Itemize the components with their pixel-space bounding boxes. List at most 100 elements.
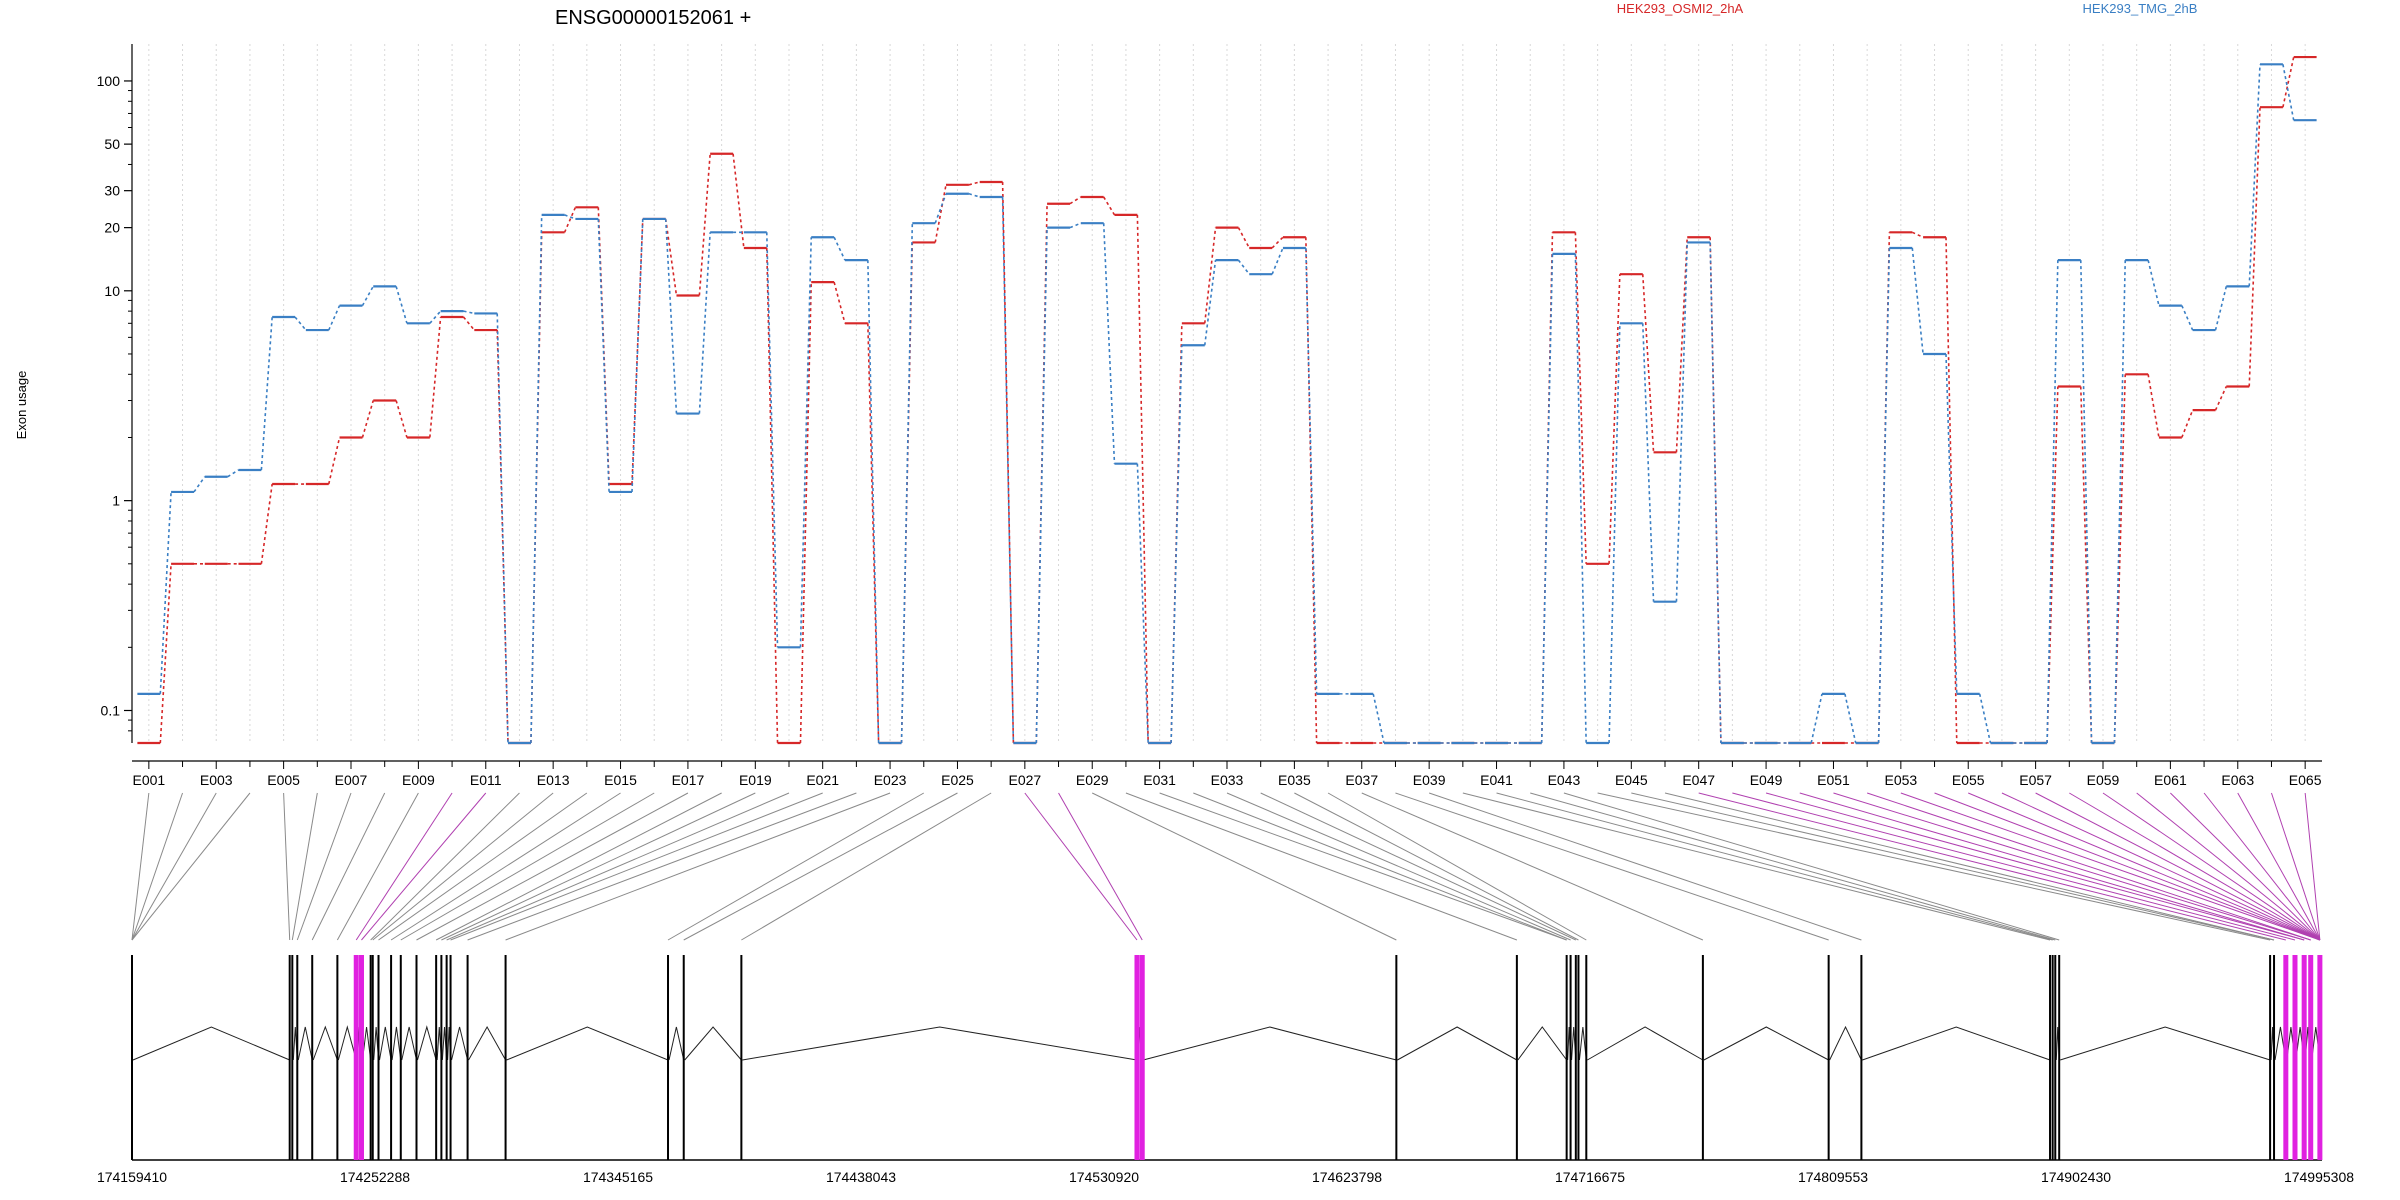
series-connector xyxy=(1237,259,1250,275)
legend-entry-2: HEK293_TMG_2hB xyxy=(2083,1,2198,16)
genome-tick-label: 174809553 xyxy=(1798,1169,1868,1185)
series-connector xyxy=(2282,56,2295,108)
series-connector xyxy=(1237,227,1250,249)
x-tick-label: E049 xyxy=(1750,772,1783,788)
exon-connector xyxy=(2035,792,2321,941)
exon-connector xyxy=(1563,792,2060,941)
exon-bar xyxy=(2054,955,2057,1160)
series-connector xyxy=(765,247,779,744)
exon-bar xyxy=(2273,955,2276,1160)
x-tick-label: E047 xyxy=(1682,772,1715,788)
series-connector xyxy=(2248,64,2261,287)
series-connector xyxy=(1911,231,1924,238)
series-connector xyxy=(2282,64,2295,121)
exon-connector xyxy=(1159,792,1567,941)
series-connector xyxy=(698,232,711,414)
series-connector xyxy=(462,316,475,331)
exon-connector xyxy=(1125,792,1518,941)
series-connector xyxy=(2046,260,2059,744)
exon-connector xyxy=(467,792,857,941)
exon-bar xyxy=(296,955,299,1160)
intron-line xyxy=(1862,1026,2051,1061)
y-axis: 0.1 1 10 20 30 50 100 xyxy=(97,44,133,743)
series-connector xyxy=(395,400,408,438)
series-connector xyxy=(799,282,813,744)
exon-connector xyxy=(1193,792,1567,941)
exon-connector xyxy=(505,792,891,941)
series-connector xyxy=(1203,260,1217,346)
exon-connector xyxy=(1597,792,2271,941)
exon-connector xyxy=(1260,792,1577,941)
series-connector xyxy=(900,242,914,744)
exon-bar xyxy=(1585,955,1588,1160)
series-connector xyxy=(328,305,341,331)
series-connector xyxy=(698,153,711,296)
exon-bar xyxy=(371,955,374,1160)
series-connector xyxy=(1136,463,1149,744)
legend: HEK293_OSMI2_2hA HEK293_TMG_2hB xyxy=(1617,1,2198,16)
exon-connector xyxy=(283,792,291,941)
x-tick-label: E035 xyxy=(1278,772,1311,788)
series-connector xyxy=(1608,323,1621,744)
exon-bar xyxy=(358,955,364,1160)
series-connector xyxy=(2181,305,2194,331)
exon-connector xyxy=(1462,792,2051,941)
exon-connector xyxy=(2136,792,2321,941)
exon-connector xyxy=(441,792,756,941)
x-tick-label: E025 xyxy=(941,772,974,788)
x-tick-label: E009 xyxy=(402,772,435,788)
series-connector xyxy=(1136,214,1149,744)
series-connector xyxy=(1372,693,1385,744)
exon-connector xyxy=(400,792,655,941)
series-connector xyxy=(1844,693,1857,744)
intron-line xyxy=(337,1025,357,1061)
series-connector xyxy=(968,181,980,186)
x-tick-label: E027 xyxy=(1008,772,1041,788)
exon-bar xyxy=(369,955,372,1160)
series-connector xyxy=(597,218,610,492)
series-connector xyxy=(833,281,846,324)
x-tick-label: E015 xyxy=(604,772,637,788)
exon-bar xyxy=(466,955,469,1160)
exon-axis: E001 E003 E005 E007 E009 E011 E013 E015 E017 E019… xyxy=(132,760,2322,788)
exon-bar xyxy=(291,955,294,1160)
exon-connector xyxy=(2170,792,2321,941)
exon-bar xyxy=(1395,955,1398,1160)
y-tick-label: 20 xyxy=(104,220,120,236)
y-tick-label: 0.1 xyxy=(101,702,121,718)
exon-bar xyxy=(2049,955,2052,1160)
exon-bar xyxy=(1569,955,1572,1160)
exon-connector xyxy=(2203,792,2321,941)
exon-connector xyxy=(1496,792,2053,941)
exon-connector xyxy=(2237,792,2321,941)
exon-bar xyxy=(1134,955,1140,1160)
series-connector xyxy=(159,491,172,694)
exon-connector xyxy=(131,792,217,941)
exon-connector xyxy=(683,792,958,941)
intron-line xyxy=(451,1026,469,1061)
x-tick-label: E055 xyxy=(1952,772,1985,788)
exon-bar xyxy=(445,955,448,1160)
series-connector xyxy=(2147,259,2160,306)
series-connector xyxy=(2214,386,2228,411)
intron-line xyxy=(742,1026,1138,1061)
series-connector xyxy=(463,310,475,315)
exon-connector xyxy=(336,792,419,941)
exon-bar xyxy=(1574,955,1577,1160)
chart-title: ENSG00000152061 + xyxy=(555,7,751,29)
exon-connector xyxy=(446,792,790,941)
legend-entry-1: HEK293_OSMI2_2hA xyxy=(1617,1,1744,16)
y-tick-label: 1 xyxy=(112,493,120,509)
x-tick-label: E023 xyxy=(874,772,907,788)
intron-line xyxy=(468,1025,507,1061)
series-connector xyxy=(2214,286,2228,331)
series-connector xyxy=(1608,274,1621,564)
exon-connector xyxy=(1058,792,1143,941)
intron-line xyxy=(379,1026,392,1061)
x-tick-label: E013 xyxy=(537,772,570,788)
exon-connector xyxy=(1968,792,2321,941)
series-connector xyxy=(564,214,576,220)
intron-line xyxy=(401,1026,417,1061)
exon-bar xyxy=(399,955,402,1160)
exon-connector xyxy=(296,792,352,941)
